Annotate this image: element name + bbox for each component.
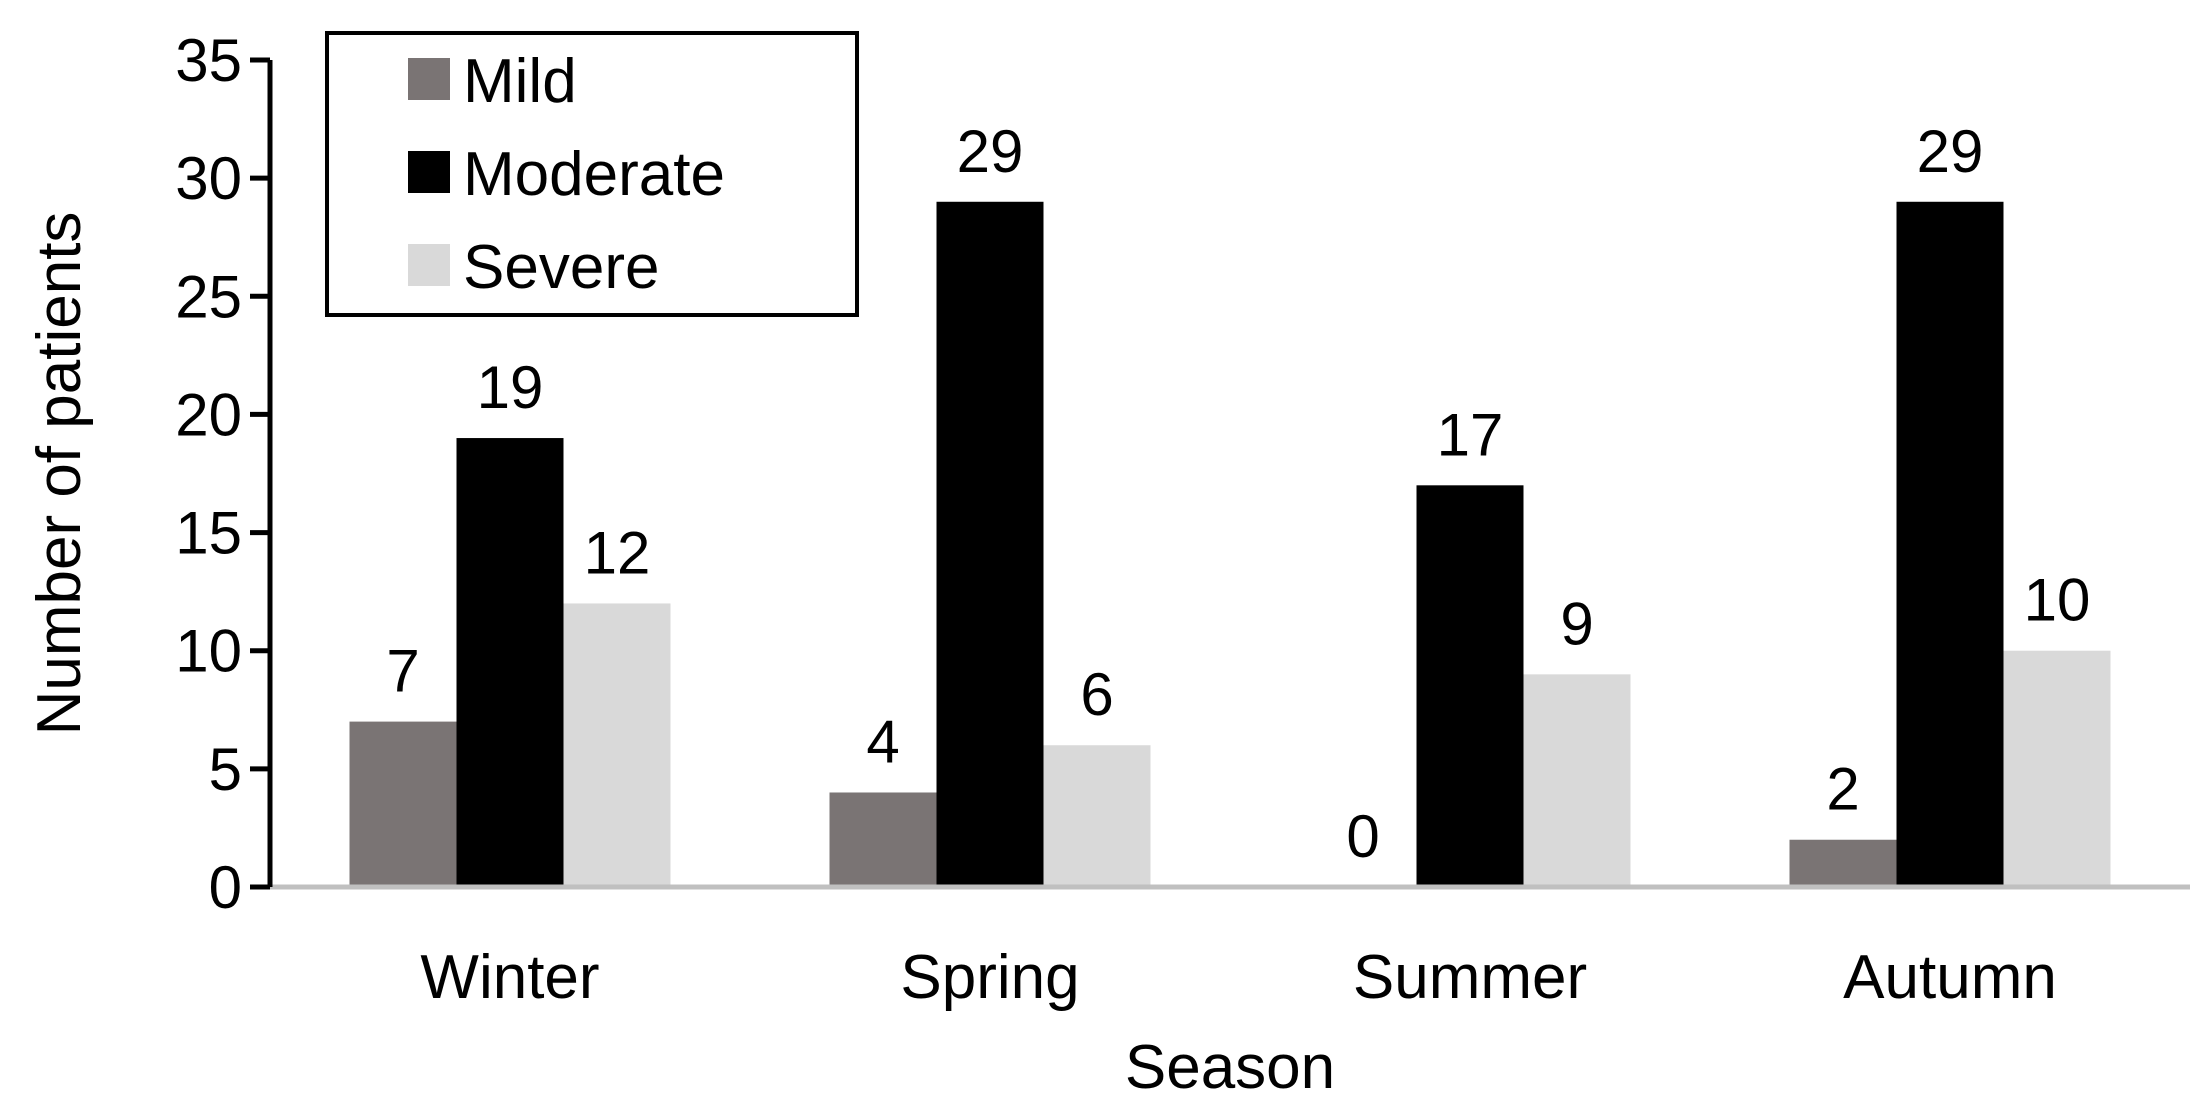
legend-label-moderate: Moderate (463, 140, 725, 209)
bar-severe-winter (563, 603, 671, 887)
data-label-mild-autumn: 2 (1826, 756, 1859, 823)
y-tick-label: 30 (175, 145, 242, 212)
axes-layer (267, 60, 2190, 890)
data-label-severe-spring: 6 (1080, 661, 1113, 728)
y-tick-label: 25 (175, 263, 242, 330)
y-ticks: 0 5 10 15 20 25 30 35 (175, 27, 270, 921)
y-tick-label: 35 (175, 27, 242, 94)
bar-mild-winter (349, 721, 457, 887)
bar-moderate-summer (1416, 485, 1524, 887)
bar-severe-autumn (2003, 650, 2111, 887)
bar-severe-spring (1043, 745, 1151, 887)
data-label-mild-spring: 4 (866, 708, 899, 775)
legend-swatch-severe (408, 244, 450, 286)
data-label-moderate-spring: 29 (957, 118, 1024, 185)
data-label-severe-winter: 12 (584, 519, 651, 586)
y-tick-label: 10 (175, 618, 242, 685)
legend-swatch-mild (408, 58, 450, 100)
bar-moderate-spring (936, 201, 1044, 887)
data-label-severe-summer: 9 (1560, 590, 1593, 657)
x-category-label: Spring (900, 943, 1079, 1012)
data-label-mild-winter: 7 (386, 638, 419, 705)
x-category-label: Autumn (1843, 943, 2057, 1012)
bar-mild-spring (829, 792, 937, 887)
data-label-moderate-summer: 17 (1437, 401, 1504, 468)
legend-label-severe: Severe (463, 233, 659, 302)
y-tick-label: 15 (175, 500, 242, 567)
x-category-label: Summer (1353, 943, 1587, 1012)
y-tick-label: 20 (175, 381, 242, 448)
y-tick-label: 5 (209, 736, 242, 803)
data-labels-layer: 7 19 12 4 29 6 0 17 9 2 29 10 (386, 118, 2090, 870)
x-categories: Winter Spring Summer Autumn (420, 943, 2056, 1012)
y-tick-label: 0 (209, 854, 242, 921)
y-axis-title: Number of patients (25, 212, 94, 736)
legend-items: Mild Moderate Severe (408, 47, 725, 302)
bars-layer (349, 201, 2111, 887)
legend: Mild Moderate Severe (325, 31, 859, 317)
legend-label-mild: Mild (463, 47, 577, 116)
data-label-moderate-autumn: 29 (1917, 118, 1984, 185)
bar-severe-summer (1523, 674, 1631, 887)
bar-moderate-autumn (1896, 201, 2004, 887)
x-axis-title: Season (1125, 1033, 1335, 1102)
x-category-label: Winter (420, 943, 599, 1012)
data-label-moderate-winter: 19 (477, 354, 544, 421)
data-label-severe-autumn: 10 (2024, 567, 2091, 634)
data-label-mild-summer: 0 (1346, 803, 1379, 870)
bar-moderate-winter (456, 438, 564, 887)
bar-mild-autumn (1789, 839, 1897, 887)
legend-swatch-moderate (408, 151, 450, 193)
